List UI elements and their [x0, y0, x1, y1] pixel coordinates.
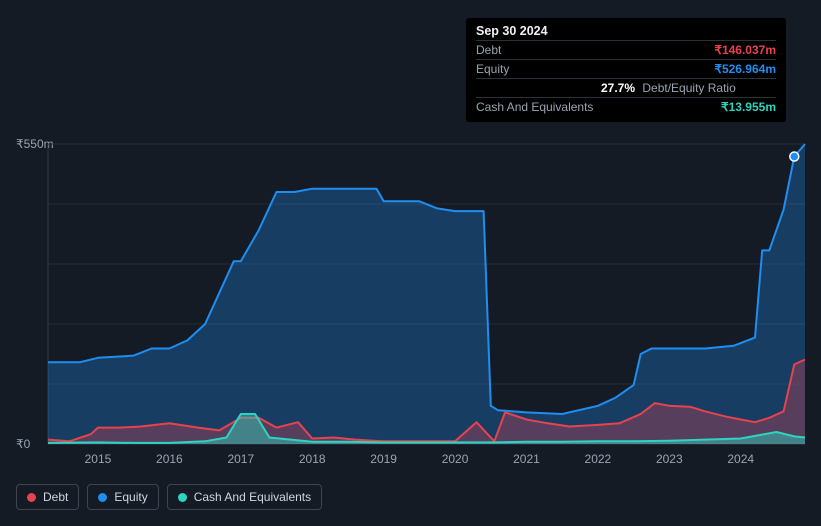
legend-dot-icon [27, 493, 36, 502]
tooltip-row-value: ₹13.955m [721, 100, 776, 114]
tooltip-row-label: Cash And Equivalents [476, 100, 593, 114]
x-axis-tick: 2020 [442, 452, 469, 466]
legend-item[interactable]: Equity [87, 484, 158, 510]
hover-marker [790, 152, 799, 161]
tooltip-row: Cash And Equivalents ₹13.955m [476, 97, 776, 116]
x-axis-tick: 2019 [370, 452, 397, 466]
tooltip-row-label: Equity [476, 62, 509, 76]
legend-item[interactable]: Debt [16, 484, 79, 510]
chart-container: ₹550m₹0 20152016201720182019202020212022… [16, 120, 805, 460]
x-axis-tick: 2017 [227, 452, 254, 466]
series-area [48, 144, 805, 444]
x-axis-tick: 2024 [727, 452, 754, 466]
tooltip-date: Sep 30 2024 [476, 24, 776, 38]
tooltip-row: Debt ₹146.037m [476, 40, 776, 59]
legend: Debt Equity Cash And Equivalents [16, 484, 322, 510]
tooltip-row-value: ₹146.037m [714, 43, 776, 57]
ratio-pct: 27.7% [601, 81, 635, 95]
ratio-label: Debt/Equity Ratio [642, 81, 735, 95]
tooltip-ratio: 27.7% Debt/Equity Ratio [476, 78, 776, 97]
x-axis-tick: 2015 [85, 452, 112, 466]
tooltip-row-label: Debt [476, 43, 501, 57]
x-axis-tick: 2021 [513, 452, 540, 466]
legend-item[interactable]: Cash And Equivalents [167, 484, 322, 510]
tooltip-row-value: ₹526.964m [714, 62, 776, 76]
y-axis-label: ₹0 [16, 437, 30, 451]
x-axis-tick: 2022 [585, 452, 612, 466]
x-axis: 2015 2016 2017 2018 2019 2020 2021 2022 2023 2024 [48, 450, 805, 470]
hover-tooltip: Sep 30 2024 Debt ₹146.037m Equity ₹526.964m… [466, 18, 786, 122]
plot-area[interactable] [48, 144, 805, 444]
x-axis-tick: 2016 [156, 452, 183, 466]
legend-dot-icon [178, 493, 187, 502]
x-axis-tick: 2018 [299, 452, 326, 466]
legend-label: Cash And Equivalents [194, 490, 311, 504]
tooltip-row: Equity ₹526.964m [476, 59, 776, 78]
legend-label: Debt [43, 490, 68, 504]
legend-dot-icon [98, 493, 107, 502]
x-axis-tick: 2023 [656, 452, 683, 466]
legend-label: Equity [114, 490, 147, 504]
